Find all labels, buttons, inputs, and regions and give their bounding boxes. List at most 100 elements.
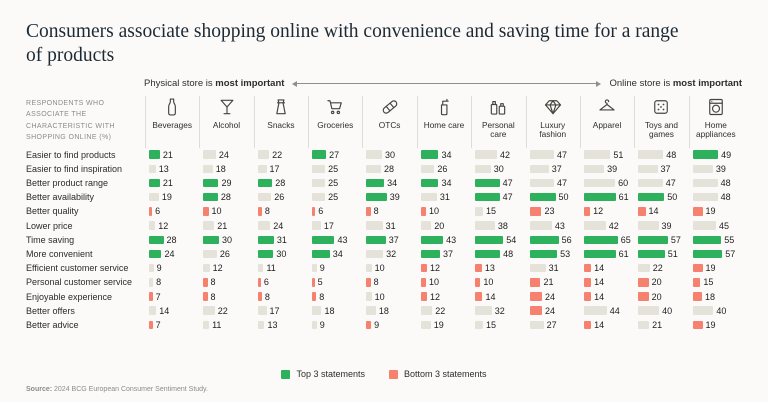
value-label: 44 bbox=[609, 305, 620, 316]
value-label: 9 bbox=[319, 319, 325, 330]
cell: 24 bbox=[526, 304, 579, 318]
value-bar bbox=[149, 235, 164, 245]
value-label: 21 bbox=[162, 149, 173, 160]
value-bar bbox=[149, 164, 156, 174]
cell: 40 bbox=[634, 304, 687, 318]
cell: 19 bbox=[145, 190, 198, 204]
physical-store-bold: most important bbox=[215, 78, 285, 90]
cell: 30 bbox=[254, 247, 307, 261]
cell: 31 bbox=[417, 190, 470, 204]
cell: 24 bbox=[526, 289, 579, 303]
cell: 13 bbox=[145, 162, 198, 176]
cell: 44 bbox=[580, 304, 633, 318]
value-bar bbox=[420, 150, 439, 159]
value-label: 22 bbox=[217, 305, 228, 316]
value-bar bbox=[583, 235, 618, 245]
value-bar bbox=[583, 263, 592, 273]
cell: 6 bbox=[308, 204, 361, 218]
value-label: 14 bbox=[594, 277, 605, 288]
value-bar bbox=[366, 292, 372, 301]
value-bar bbox=[257, 320, 265, 330]
legend-label: Top 3 statements bbox=[296, 369, 365, 379]
value-bar bbox=[366, 192, 387, 202]
category-label: Groceries bbox=[317, 119, 354, 130]
value-bar bbox=[312, 292, 317, 301]
value-bar bbox=[583, 150, 611, 159]
cell: 57 bbox=[634, 233, 687, 247]
cell: 37 bbox=[417, 247, 470, 261]
value-label: 9 bbox=[319, 263, 325, 274]
cell: 9 bbox=[308, 318, 361, 332]
cell: 61 bbox=[580, 190, 633, 204]
row-label-better-product-range: Better product range bbox=[26, 178, 109, 189]
value-bar bbox=[203, 263, 210, 273]
cell: 10 bbox=[417, 204, 470, 218]
value-bar bbox=[312, 278, 315, 287]
value-bar bbox=[257, 221, 271, 230]
cell: 24 bbox=[199, 148, 252, 162]
value-bar bbox=[257, 150, 270, 159]
value-bar bbox=[475, 235, 504, 245]
cell: 11 bbox=[199, 318, 252, 332]
value-label: 22 bbox=[272, 149, 283, 160]
cell: 23 bbox=[526, 204, 579, 218]
value-bar bbox=[203, 292, 208, 301]
value-label: 6 bbox=[318, 206, 324, 217]
value-label: 8 bbox=[373, 277, 379, 288]
cell: 28 bbox=[362, 162, 415, 176]
value-bar bbox=[583, 221, 606, 230]
row-label-more-convenient: More convenient bbox=[26, 248, 93, 259]
value-bar bbox=[475, 164, 491, 174]
value-label: 49 bbox=[721, 149, 732, 160]
value-label: 61 bbox=[618, 192, 629, 203]
cell: 7 bbox=[145, 318, 198, 332]
value-label: 61 bbox=[618, 248, 629, 259]
value-bar bbox=[366, 320, 372, 330]
cell: 48 bbox=[689, 176, 742, 190]
cell: 22 bbox=[254, 148, 307, 162]
value-bar bbox=[692, 320, 703, 330]
cell: 30 bbox=[362, 148, 415, 162]
washing-machine-icon bbox=[706, 97, 726, 118]
category-header-alcohol: Alcohol bbox=[199, 95, 252, 148]
value-label: 48 bbox=[720, 192, 731, 203]
value-bar bbox=[420, 235, 444, 245]
value-label: 19 bbox=[161, 192, 172, 203]
value-bar bbox=[692, 192, 718, 202]
value-label: 6 bbox=[263, 277, 269, 288]
value-bar bbox=[583, 320, 592, 330]
value-label: 27 bbox=[546, 319, 557, 330]
value-label: 19 bbox=[705, 319, 716, 330]
value-bar bbox=[366, 178, 385, 188]
cell: 14 bbox=[580, 275, 633, 289]
cell: 32 bbox=[471, 304, 524, 318]
cell: 40 bbox=[689, 304, 742, 318]
category-header-snacks: Snacks bbox=[253, 95, 307, 148]
value-label: 37 bbox=[388, 234, 399, 245]
hanger-icon bbox=[597, 97, 617, 118]
value-label: 18 bbox=[324, 305, 335, 316]
cell: 34 bbox=[417, 148, 470, 162]
value-bar bbox=[366, 207, 371, 216]
cell: 49 bbox=[689, 148, 742, 162]
bottle-icon bbox=[162, 97, 182, 118]
value-bar bbox=[638, 278, 649, 287]
cell: 14 bbox=[634, 204, 687, 218]
value-bar bbox=[692, 292, 702, 301]
cell: 27 bbox=[526, 318, 579, 332]
value-bar bbox=[312, 263, 317, 273]
value-label: 6 bbox=[155, 206, 161, 217]
value-bar bbox=[366, 150, 383, 159]
cell: 38 bbox=[471, 219, 524, 233]
value-bar bbox=[583, 178, 616, 188]
value-bar bbox=[203, 320, 210, 330]
value-label: 39 bbox=[389, 192, 400, 203]
row-label-efficient-customer-service: Efficient customer service bbox=[26, 263, 129, 274]
cell: 28 bbox=[199, 190, 252, 204]
value-bar bbox=[529, 207, 542, 216]
value-bar bbox=[312, 235, 335, 245]
dice-icon bbox=[651, 97, 671, 118]
value-bar bbox=[583, 249, 616, 259]
value-label: 9 bbox=[156, 263, 162, 274]
physical-store-label: Physical store is most important bbox=[144, 78, 284, 89]
